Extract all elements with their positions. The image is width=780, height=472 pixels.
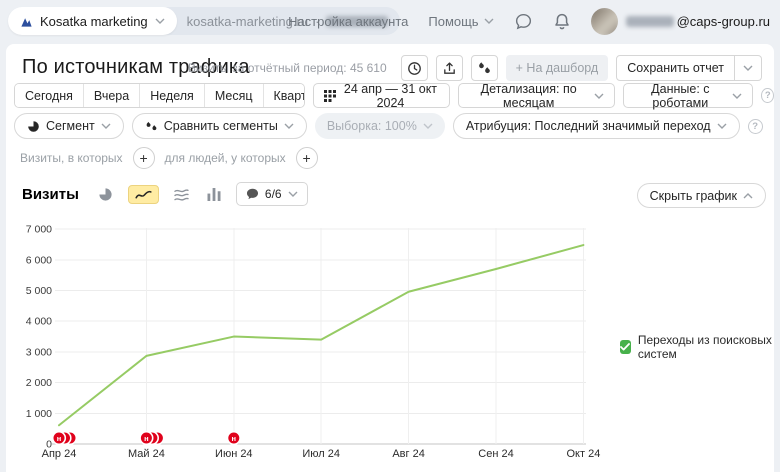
data-mode-label: Данные: с роботами: [634, 82, 726, 110]
chevron-down-icon: [101, 123, 111, 129]
plus-icon: +: [139, 151, 147, 165]
comment-bubble-icon: [246, 188, 259, 200]
top-bar: Kosatka marketing kosatka-marketing.ru ·…: [0, 0, 780, 42]
goals-icon: [477, 61, 492, 76]
attribution-dropdown[interactable]: Атрибуция: Последний значимый переход: [453, 113, 740, 139]
chevron-down-icon: [155, 18, 165, 24]
goals-button[interactable]: [471, 55, 498, 81]
check-icon: [620, 343, 630, 351]
user-account[interactable]: @caps-group.ru: [591, 8, 770, 35]
help-icon[interactable]: ?: [748, 119, 763, 134]
avatar: [591, 8, 618, 35]
chart-legend: Переходы из поисковых систем: [620, 333, 774, 361]
line-chart-type-icon[interactable]: [128, 185, 159, 204]
chevron-up-icon: [743, 193, 753, 199]
add-to-dashboard-button[interactable]: + На дашборд: [506, 55, 609, 81]
compare-segments-dropdown[interactable]: Сравнить сегменты: [132, 113, 307, 139]
people-filter-label: для людей, у которых: [165, 151, 286, 165]
compare-segments-icon: [145, 120, 158, 133]
range-month[interactable]: Месяц: [204, 84, 263, 107]
chevron-down-icon: [284, 123, 294, 129]
series-count-dropdown[interactable]: 6/6: [236, 182, 308, 206]
report-card: По источникам трафика Визиты за отчётный…: [6, 44, 774, 472]
add-people-filter-button[interactable]: +: [296, 147, 318, 169]
chevron-down-icon: [717, 123, 727, 129]
stacked-area-type-icon[interactable]: [171, 185, 192, 204]
range-yesterday[interactable]: Вчера: [83, 84, 139, 107]
segment-row: Сегмент Сравнить сегменты Выборка: 100% …: [14, 113, 763, 139]
counter-selector[interactable]: Kosatka marketing: [8, 7, 177, 35]
segment-label: Сегмент: [46, 119, 95, 133]
chart-toolbar: Визиты 6/6: [22, 181, 308, 207]
date-range-label: 24 апр — 31 окт 2024: [342, 82, 439, 110]
chevron-down-icon: [423, 123, 433, 129]
legend-checkbox[interactable]: [620, 340, 631, 354]
help-label: Помощь: [428, 14, 478, 29]
report-actions: Визиты за отчётный период: 45 610 + На д…: [188, 55, 762, 81]
series-count-label: 6/6: [265, 187, 282, 201]
user-email: @caps-group.ru: [626, 14, 770, 29]
metric-label: Визиты: [22, 186, 79, 203]
counter-name: Kosatka marketing: [40, 14, 148, 29]
add-visits-filter-button[interactable]: +: [133, 147, 155, 169]
quick-range-group: Сегодня Вчера Неделя Месяц Квартал Год: [14, 83, 305, 108]
save-report-dropdown[interactable]: [735, 55, 762, 81]
hide-chart-button[interactable]: Скрыть график: [637, 183, 766, 208]
range-week[interactable]: Неделя: [139, 84, 204, 107]
clock-icon: [407, 61, 422, 76]
sampling-label: Выборка: 100%: [327, 119, 417, 133]
help-icon[interactable]: ?: [761, 88, 774, 103]
export-icon: [442, 61, 457, 76]
chevron-down-icon: [743, 65, 753, 71]
attribution-label: Атрибуция: Последний значимый переход: [466, 119, 711, 133]
data-mode-dropdown[interactable]: Данные: с роботами: [623, 83, 753, 108]
chevron-down-icon: [594, 93, 604, 99]
topbar-right: Настройка аккаунта Помощь @caps-group.ru: [288, 0, 770, 42]
email-user-redacted: [626, 16, 674, 27]
range-quarter[interactable]: Квартал: [263, 84, 305, 107]
calendar-grid-icon: [324, 90, 336, 102]
chevron-down-icon: [484, 18, 494, 24]
metrica-logo-icon: [20, 15, 33, 28]
segment-pie-icon: [27, 120, 40, 133]
compare-segments-label: Сравнить сегменты: [164, 119, 278, 133]
bell-icon[interactable]: [553, 12, 571, 31]
segment-dropdown[interactable]: Сегмент: [14, 113, 124, 139]
sampling-dropdown[interactable]: Выборка: 100%: [315, 113, 445, 139]
range-today[interactable]: Сегодня: [15, 84, 83, 107]
save-report-button[interactable]: Сохранить отчет: [616, 55, 735, 81]
hide-chart-label: Скрыть график: [650, 189, 737, 203]
pie-chart-type-icon[interactable]: [95, 184, 116, 205]
filter-row: Визиты, в которых + для людей, у которых…: [20, 147, 318, 169]
chevron-down-icon: [732, 93, 742, 99]
export-button[interactable]: [436, 55, 463, 81]
history-button[interactable]: [401, 55, 428, 81]
detail-level-label: Детализация: по месяцам: [469, 82, 588, 110]
save-report-split: Сохранить отчет: [616, 55, 762, 81]
legend-label: Переходы из поисковых систем: [638, 333, 774, 361]
help-menu[interactable]: Помощь: [428, 14, 493, 29]
detail-level-dropdown[interactable]: Детализация: по месяцам: [458, 83, 615, 108]
chevron-down-icon: [288, 191, 298, 197]
period-row: Сегодня Вчера Неделя Месяц Квартал Год 2…: [14, 83, 774, 108]
column-chart-type-icon[interactable]: [204, 185, 224, 204]
visits-filter-label: Визиты, в которых: [20, 151, 123, 165]
account-settings-link[interactable]: Настройка аккаунта: [288, 14, 408, 29]
chat-icon[interactable]: [514, 12, 533, 31]
plus-icon: +: [303, 151, 311, 165]
date-range-button[interactable]: 24 апр — 31 окт 2024: [313, 83, 450, 108]
email-domain: @caps-group.ru: [677, 14, 770, 29]
visits-period-summary: Визиты за отчётный период: 45 610: [188, 61, 387, 75]
